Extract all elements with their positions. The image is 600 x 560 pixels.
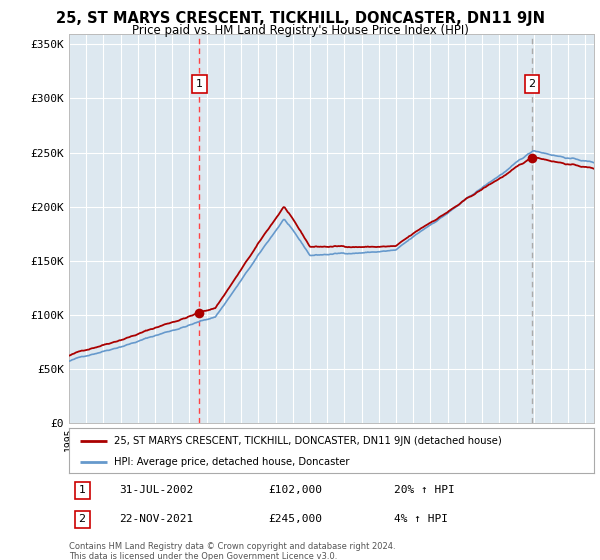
Text: 20% ↑ HPI: 20% ↑ HPI (395, 486, 455, 496)
Text: 22-NOV-2021: 22-NOV-2021 (119, 515, 193, 525)
Text: Price paid vs. HM Land Registry's House Price Index (HPI): Price paid vs. HM Land Registry's House … (131, 24, 469, 36)
Text: 25, ST MARYS CRESCENT, TICKHILL, DONCASTER, DN11 9JN (detached house): 25, ST MARYS CRESCENT, TICKHILL, DONCAST… (113, 436, 502, 446)
Text: £102,000: £102,000 (269, 486, 323, 496)
Text: 4% ↑ HPI: 4% ↑ HPI (395, 515, 449, 525)
Text: 31-JUL-2002: 31-JUL-2002 (119, 486, 193, 496)
Text: 2: 2 (79, 515, 86, 525)
Text: 25, ST MARYS CRESCENT, TICKHILL, DONCASTER, DN11 9JN: 25, ST MARYS CRESCENT, TICKHILL, DONCAST… (56, 11, 545, 26)
Text: 1: 1 (196, 79, 203, 89)
Text: HPI: Average price, detached house, Doncaster: HPI: Average price, detached house, Donc… (113, 456, 349, 466)
Text: 1: 1 (79, 486, 86, 496)
Text: £245,000: £245,000 (269, 515, 323, 525)
Text: Contains HM Land Registry data © Crown copyright and database right 2024.
This d: Contains HM Land Registry data © Crown c… (69, 542, 395, 560)
Text: 2: 2 (529, 79, 536, 89)
